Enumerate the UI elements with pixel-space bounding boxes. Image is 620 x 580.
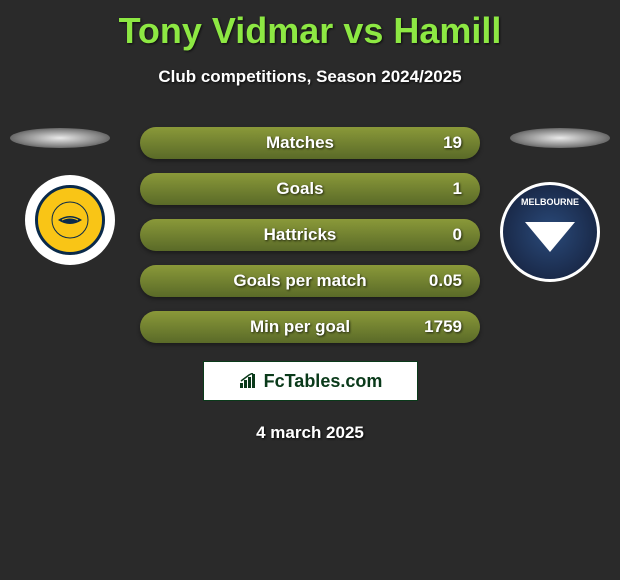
stat-value: 19	[420, 133, 480, 153]
player-shadow-right	[510, 128, 610, 148]
club-badge-left	[25, 175, 115, 265]
stat-label: Goals	[140, 179, 420, 199]
subtitle: Club competitions, Season 2024/2025	[0, 67, 620, 87]
player-shadow-left	[10, 128, 110, 148]
brand-text: FcTables.com	[264, 371, 383, 392]
stat-row-mpg: Min per goal 1759	[140, 311, 480, 343]
stat-label: Min per goal	[140, 317, 420, 337]
stat-value: 0.05	[420, 271, 480, 291]
victory-chevron-icon	[525, 222, 575, 252]
stat-label: Matches	[140, 133, 420, 153]
stat-value: 1759	[420, 317, 480, 337]
stat-row-gpm: Goals per match 0.05	[140, 265, 480, 297]
chart-icon	[238, 373, 258, 389]
stat-row-matches: Matches 19	[140, 127, 480, 159]
brand-watermark: FcTables.com	[203, 361, 418, 401]
stat-label: Hattricks	[140, 225, 420, 245]
stat-row-goals: Goals 1	[140, 173, 480, 205]
stat-value: 1	[420, 179, 480, 199]
stat-label: Goals per match	[140, 271, 420, 291]
stats-table: Matches 19 Goals 1 Hattricks 0 Goals per…	[140, 127, 480, 343]
club-badge-right: MELBOURNE	[500, 182, 600, 282]
victory-badge-text: MELBOURNE	[521, 197, 579, 207]
stat-row-hattricks: Hattricks 0	[140, 219, 480, 251]
footer-date: 4 march 2025	[0, 423, 620, 443]
page-title: Tony Vidmar vs Hamill	[0, 10, 620, 52]
stat-value: 0	[420, 225, 480, 245]
mariners-badge-icon	[35, 185, 105, 255]
